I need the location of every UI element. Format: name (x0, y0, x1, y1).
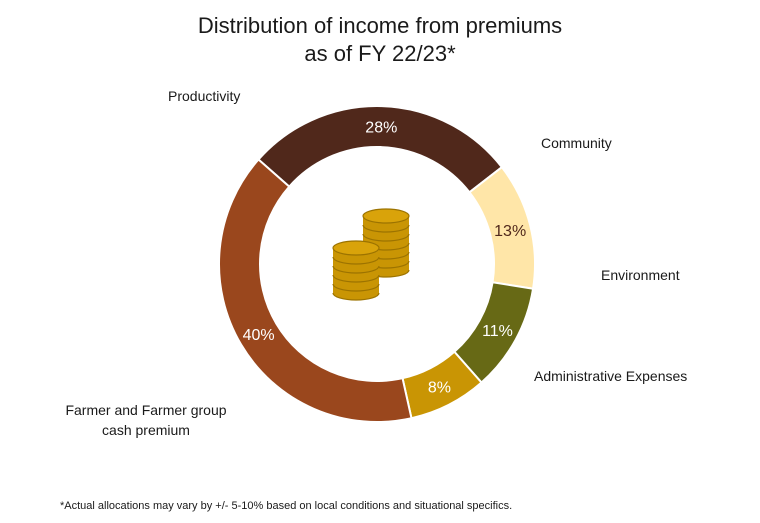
chart-title-line-1: Distribution of income from premiums (197, 13, 563, 38)
slice-value-label: 11% (482, 323, 513, 340)
slice-value-label: 13% (494, 223, 526, 240)
donut-slice (218, 158, 413, 423)
value-labels: 28% 13% 11% 8% 40% (243, 120, 527, 397)
slice-category-label: Farmer and Farmer group cash premium (65, 402, 226, 438)
slice-category-label: Productivity (168, 88, 240, 104)
chart-title-line-2: as of FY 22/23* (304, 41, 456, 66)
coins-icon (332, 208, 410, 301)
slice-value-label: 40% (243, 327, 275, 344)
slice-category-label: Administrative Expenses (534, 368, 687, 384)
slice-value-label: 8% (428, 380, 451, 397)
footnote: *Actual allocations may vary by +/- 5-10… (60, 500, 513, 512)
slice-value-label: 28% (365, 120, 397, 137)
category-labels: Productivity Community Environment Administ… (65, 88, 687, 438)
slice-category-label: Environment (601, 267, 680, 283)
donut-slices (218, 105, 536, 423)
slice-category-label: Community (541, 135, 612, 151)
